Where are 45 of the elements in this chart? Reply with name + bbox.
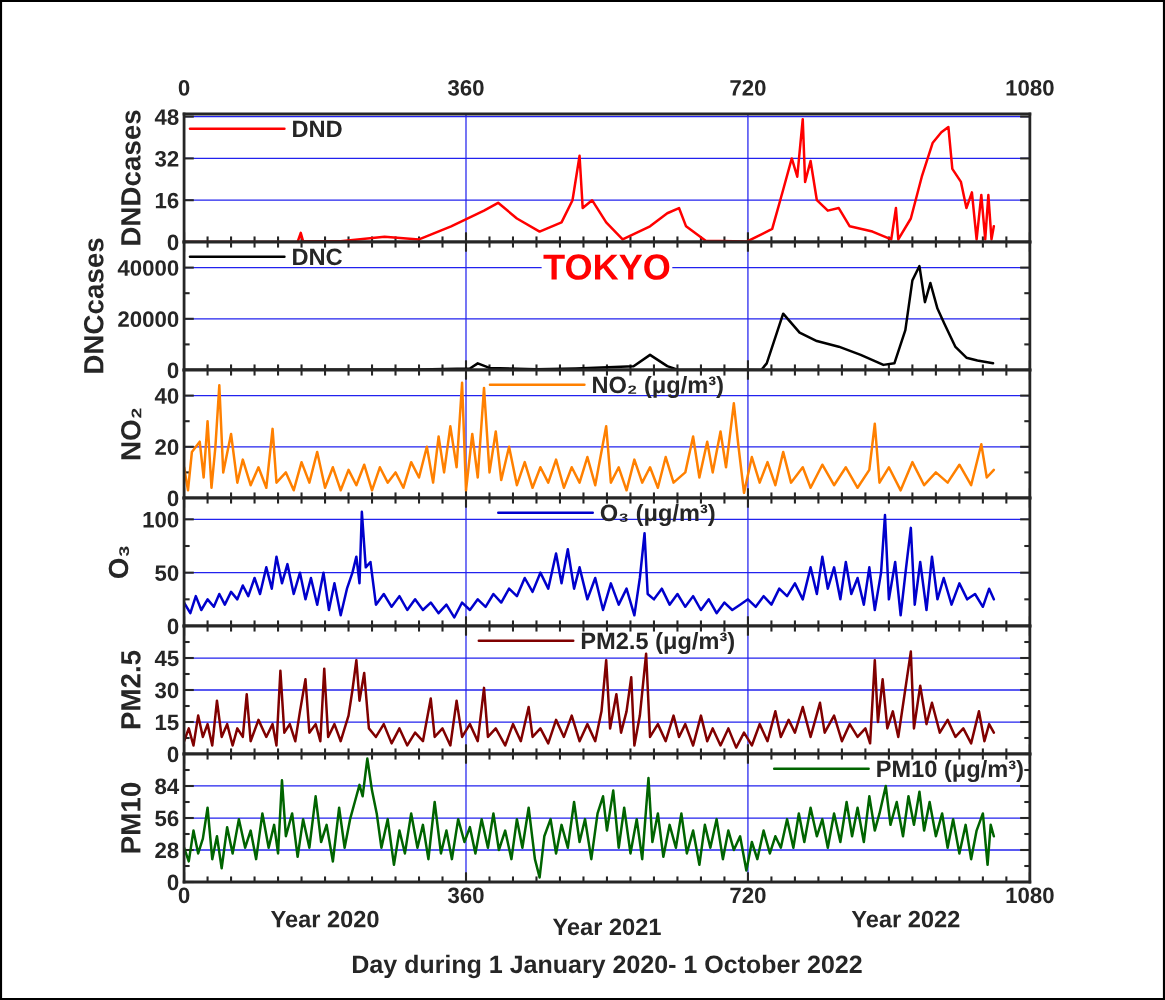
- x2-tick-label: 1080: [1006, 79, 1054, 96]
- y-tick-label: 20: [155, 439, 179, 456]
- y-tick-label: 0: [167, 874, 179, 891]
- y-tick-label: 0: [167, 490, 179, 507]
- y-axis-title: DNDcases: [121, 110, 141, 245]
- y-tick-label: 0: [167, 618, 179, 635]
- y-tick-label: 56: [155, 810, 179, 827]
- y-axis-title: DNCcases: [83, 238, 104, 373]
- y-tick-label: 32: [155, 150, 179, 167]
- x-tick-label: 1080: [1006, 887, 1054, 904]
- y-tick-label: 30: [155, 682, 179, 699]
- x-axis-title: Day during 1 January 2020- 1 October 2022: [352, 954, 862, 979]
- y-tick-label: 40: [154, 388, 179, 404]
- legend-label: DND: [293, 120, 342, 138]
- y-tick-label: 84: [155, 778, 180, 795]
- legend-label: PM2.5 (μg/m³): [581, 631, 734, 655]
- y-axis-title: PM2.5: [121, 650, 141, 729]
- x-tick-label: 0: [178, 887, 190, 904]
- legend-label: NO₂ (μg/m³): [593, 375, 723, 399]
- legend-label: DNC: [293, 248, 343, 266]
- x2-tick-label: 0: [178, 79, 190, 96]
- y-tick-label: 100: [143, 511, 179, 528]
- x-tick-label: 360: [447, 887, 484, 904]
- text: Year 2021: [552, 918, 661, 936]
- y-tick-label: 50: [155, 565, 179, 581]
- x2-tick-label: 360: [447, 79, 484, 96]
- y-tick-label: 15: [155, 714, 179, 731]
- y-tick-label: 0: [167, 362, 179, 379]
- y-tick-label: 28: [155, 842, 179, 859]
- x2-tick-label: 720: [730, 79, 766, 96]
- annotation: TOKYO: [543, 254, 670, 280]
- y-tick-label: 40000: [117, 260, 179, 276]
- y-tick-label: 0: [167, 234, 179, 251]
- text: Year 2022: [851, 910, 960, 928]
- legend-label: PM10 (μg/m³): [877, 759, 1023, 783]
- y-tick-label: 0: [167, 746, 179, 763]
- text: Year 2020: [270, 910, 379, 928]
- y-tick-label: 48: [154, 109, 179, 125]
- y-tick-label: 20000: [118, 311, 179, 328]
- y-tick-label: 16: [155, 192, 179, 209]
- y-axis-title: NO₂: [121, 408, 142, 460]
- y-axis-title: PM10: [121, 782, 141, 853]
- x-tick-label: 720: [730, 887, 766, 904]
- y-axis-title: O₃: [108, 546, 130, 579]
- y-tick-label: 45: [154, 650, 179, 667]
